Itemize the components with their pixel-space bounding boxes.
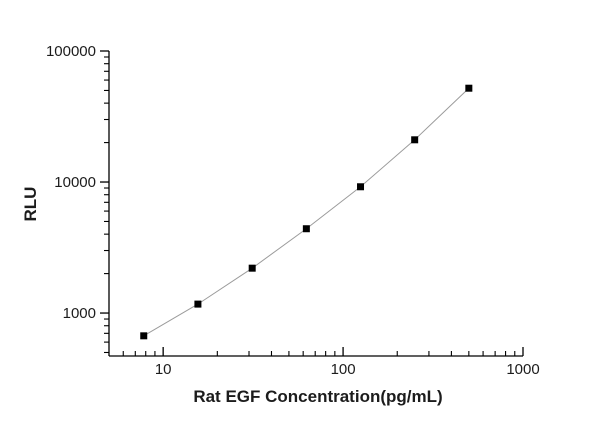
data-point-marker bbox=[411, 136, 419, 144]
y-tick-label: 100000 bbox=[46, 43, 96, 60]
data-point-marker bbox=[140, 332, 148, 340]
y-axis-title: RLU bbox=[21, 187, 40, 222]
series-line bbox=[143, 87, 470, 337]
data-point-marker bbox=[302, 225, 310, 233]
data-point-marker bbox=[194, 300, 202, 308]
y-tick-label: 1000 bbox=[63, 305, 96, 322]
x-tick-label: 10 bbox=[155, 361, 172, 378]
x-tick-label: 1000 bbox=[506, 361, 539, 378]
x-axis-title: Rat EGF Concentration(pg/mL) bbox=[193, 387, 442, 406]
y-tick-label: 10000 bbox=[54, 174, 96, 191]
data-point-marker bbox=[357, 183, 365, 191]
data-point-marker bbox=[248, 264, 256, 272]
x-tick-label: 100 bbox=[331, 361, 356, 378]
data-point-marker bbox=[465, 84, 473, 92]
